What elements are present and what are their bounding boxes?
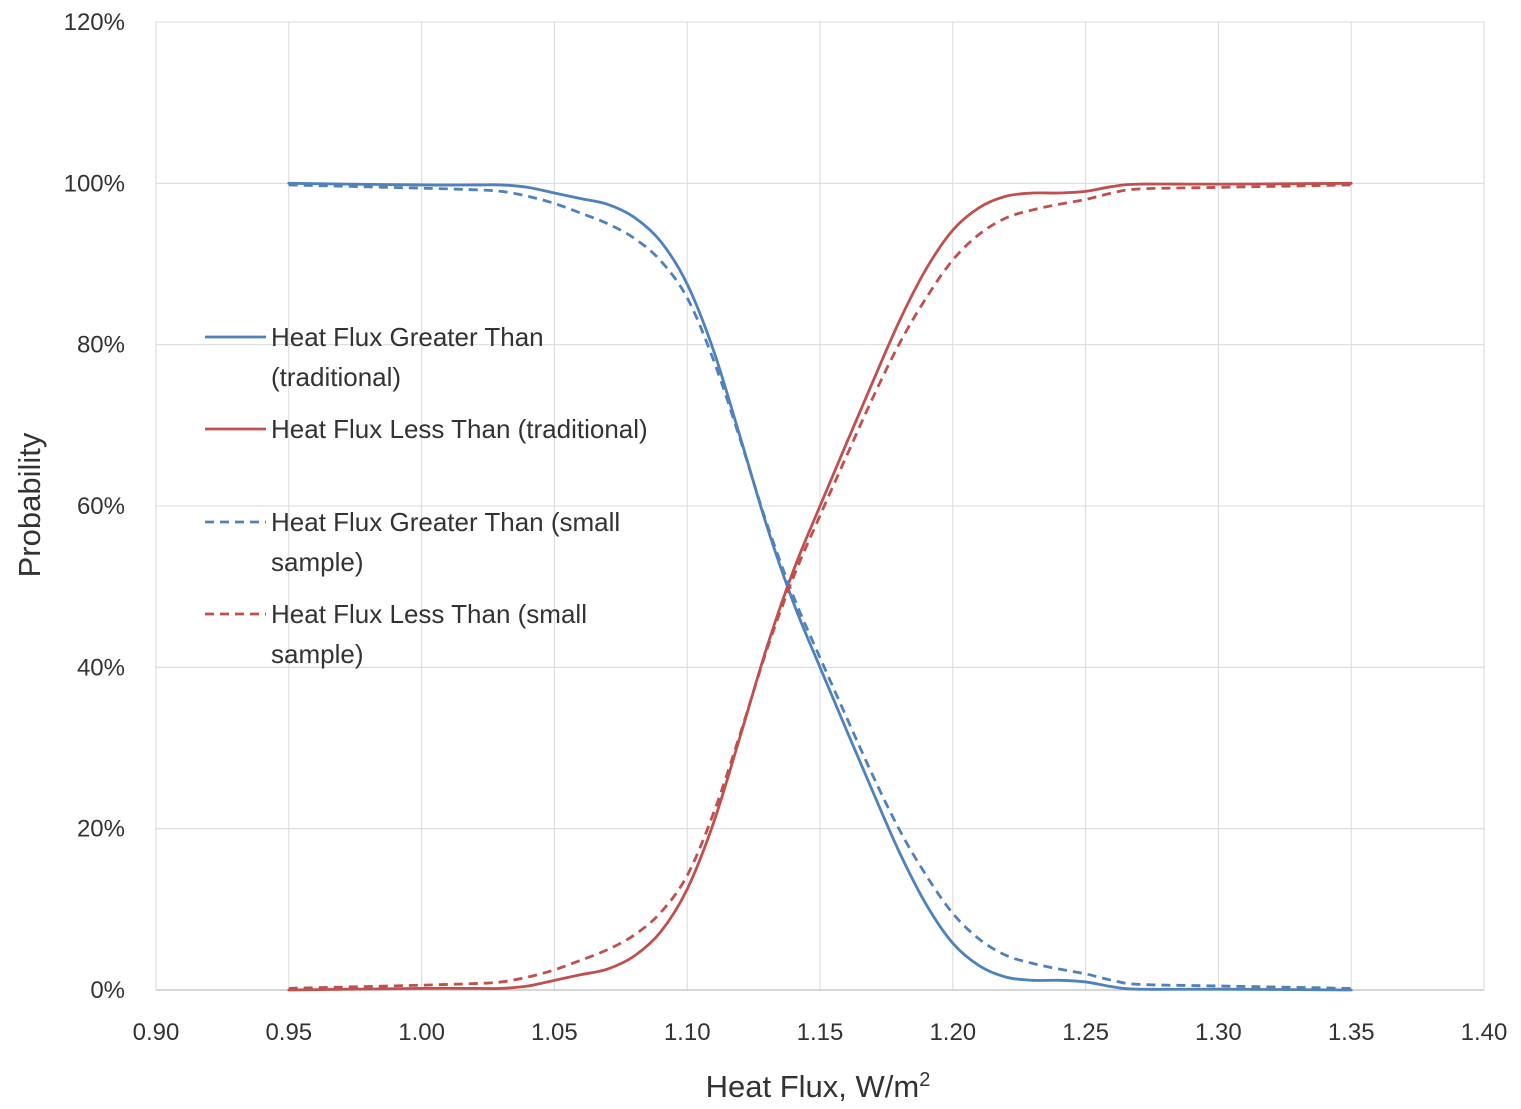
- series-line-less-small-sample: [288, 183, 1352, 990]
- y-tick-label: 40%: [77, 654, 125, 681]
- x-tick-label: 1.30: [1195, 1019, 1242, 1046]
- x-tick-label: 0.90: [133, 1019, 180, 1046]
- legend-item-less-small-sample: Heat Flux Less Than (small sample): [205, 599, 587, 669]
- tick-labels: 0.90 0.95 1.00 1.05 1.10 1.15 1.20 1.25 1.30 1.35…: [64, 9, 1508, 1046]
- y-tick-label: 100%: [64, 170, 125, 197]
- legend-label: Heat Flux Less Than (traditional): [271, 414, 648, 444]
- x-axis-title-text: Heat Flux, W/m: [706, 1069, 920, 1104]
- y-tick-label: 80%: [77, 332, 125, 359]
- x-tick-label: 1.35: [1328, 1019, 1375, 1046]
- legend-item-greater-small-sample: Heat Flux Greater Than (small sample): [205, 507, 620, 577]
- legend-label: Heat Flux Less Than (small: [271, 599, 587, 629]
- x-tick-label: 1.20: [929, 1019, 976, 1046]
- x-tick-label: 0.95: [265, 1019, 312, 1046]
- y-axis-title: Probability: [12, 432, 47, 577]
- x-axis-title-superscript: 2: [919, 1069, 930, 1091]
- x-axis-title: Heat Flux, W/m2: [706, 1069, 931, 1104]
- x-tick-label: 1.40: [1461, 1019, 1508, 1046]
- y-tick-label: 120%: [64, 9, 125, 36]
- x-tick-label: 1.25: [1062, 1019, 1109, 1046]
- legend-label: Heat Flux Greater Than (small: [271, 507, 620, 537]
- x-tick-label: 1.00: [398, 1019, 445, 1046]
- legend-item-greater-traditional: Heat Flux Greater Than (traditional): [205, 322, 544, 392]
- legend-label: Heat Flux Greater Than: [271, 322, 544, 352]
- series-line-greater-traditional: [287, 181, 1353, 992]
- y-tick-label: 60%: [77, 493, 125, 520]
- x-tick-label: 1.10: [664, 1019, 711, 1046]
- series-line-less-traditional: [287, 181, 1353, 992]
- legend-label-continued: sample): [271, 639, 363, 669]
- legend-item-less-traditional: Heat Flux Less Than (traditional): [205, 414, 648, 444]
- x-tick-label: 1.15: [797, 1019, 844, 1046]
- series-line-greater-small-sample: [288, 183, 1352, 990]
- plot-series: [287, 181, 1353, 992]
- y-tick-label: 0%: [90, 977, 125, 1004]
- x-tick-label: 1.05: [531, 1019, 578, 1046]
- y-tick-label: 20%: [77, 816, 125, 843]
- legend-label-continued: sample): [271, 547, 363, 577]
- legend: Heat Flux Greater Than(traditional)Heat …: [205, 322, 648, 669]
- legend-label-continued: (traditional): [271, 362, 401, 392]
